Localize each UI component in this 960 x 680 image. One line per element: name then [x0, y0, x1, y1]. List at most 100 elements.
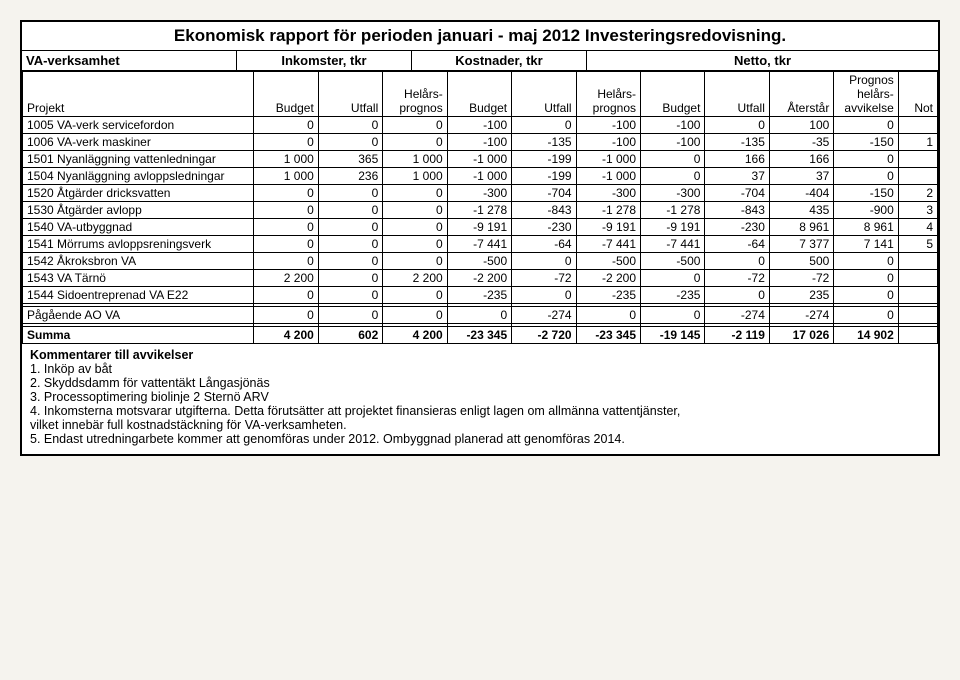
cell: -100: [447, 134, 511, 151]
cell: -704: [705, 185, 769, 202]
cell: 0: [834, 307, 898, 324]
cell: 602: [318, 327, 382, 344]
table-row: 1544 Sidoentreprenad VA E22000-2350-235-…: [23, 287, 938, 304]
cell: 0: [383, 117, 447, 134]
cell: [898, 151, 937, 168]
cell: 0: [834, 270, 898, 287]
cell: -1 278: [447, 202, 511, 219]
cell: -7 441: [576, 236, 640, 253]
cell: -704: [512, 185, 576, 202]
comment-line: 5. Endast utredningarbete kommer att gen…: [30, 432, 930, 446]
cell: -300: [641, 185, 705, 202]
cell: 0: [254, 134, 318, 151]
cell: 0: [254, 236, 318, 253]
cell: 0: [318, 236, 382, 253]
cell: 0: [318, 253, 382, 270]
cell: 166: [769, 151, 833, 168]
cell: 0: [254, 287, 318, 304]
cell: -1 278: [641, 202, 705, 219]
cell: 235: [769, 287, 833, 304]
cell: -1 000: [447, 151, 511, 168]
col-avvikelse: Prognos helårs- avvikelse: [834, 72, 898, 117]
cell: 0: [254, 202, 318, 219]
cell: 0: [318, 117, 382, 134]
table-row: 1542 Åkroksbron VA000-5000-500-50005000: [23, 253, 938, 270]
cell: -100: [576, 134, 640, 151]
cell: -100: [641, 117, 705, 134]
comment-line: 1. Inköp av båt: [30, 362, 930, 376]
cell: -100: [576, 117, 640, 134]
cell: -235: [447, 287, 511, 304]
cell: 1 000: [254, 151, 318, 168]
cell: 0: [512, 253, 576, 270]
cell: 0: [512, 117, 576, 134]
cell: [898, 287, 937, 304]
cell: -9 191: [576, 219, 640, 236]
cell: 0: [576, 307, 640, 324]
cell: 236: [318, 168, 382, 185]
row-label: 1543 VA Tärnö: [23, 270, 254, 287]
table-row: 1541 Mörrums avloppsreningsverk000-7 441…: [23, 236, 938, 253]
cell: -500: [641, 253, 705, 270]
cell: 0: [254, 117, 318, 134]
row-label: 1504 Nyanläggning avloppsledningar: [23, 168, 254, 185]
comments-header: Kommentarer till avvikelser: [30, 348, 930, 362]
row-label: 1520 Åtgärder dricksvatten: [23, 185, 254, 202]
cell: 0: [318, 219, 382, 236]
cell: -235: [576, 287, 640, 304]
col-not: Not: [898, 72, 937, 117]
cell: 2 200: [383, 270, 447, 287]
row-label: 1544 Sidoentreprenad VA E22: [23, 287, 254, 304]
cell: -300: [447, 185, 511, 202]
cell: 500: [769, 253, 833, 270]
cell: -274: [769, 307, 833, 324]
cell: -7 441: [447, 236, 511, 253]
table-row: 1543 VA Tärnö2 20002 200-2 200-72-2 2000…: [23, 270, 938, 287]
cell: 0: [383, 219, 447, 236]
col-budget-3: Budget: [641, 72, 705, 117]
section-va: VA-verksamhet: [22, 51, 237, 70]
cell: -274: [512, 307, 576, 324]
cell: -274: [705, 307, 769, 324]
table-row: 1530 Åtgärder avlopp000-1 278-843-1 278-…: [23, 202, 938, 219]
cell: -1 000: [576, 168, 640, 185]
cell: 0: [254, 253, 318, 270]
cell: 1 000: [254, 168, 318, 185]
cell: -72: [705, 270, 769, 287]
cell: 2 200: [254, 270, 318, 287]
cell: [898, 327, 937, 344]
cell: 0: [318, 307, 382, 324]
cell: 4 200: [254, 327, 318, 344]
cell: -199: [512, 168, 576, 185]
cell: 0: [447, 307, 511, 324]
col-aterstar: Återstår: [769, 72, 833, 117]
col-prognos-1: Helårs- prognos: [383, 72, 447, 117]
table-row: Summa4 2006024 200-23 345-2 720-23 345-1…: [23, 327, 938, 344]
cell: 0: [641, 168, 705, 185]
cell: -72: [512, 270, 576, 287]
cell: 37: [705, 168, 769, 185]
cell: 4 200: [383, 327, 447, 344]
cell: 0: [512, 287, 576, 304]
table-row: Pågående AO VA0000-27400-274-2740: [23, 307, 938, 324]
row-label: 1006 VA-verk maskiner: [23, 134, 254, 151]
cell: 0: [705, 287, 769, 304]
cell: -64: [705, 236, 769, 253]
col-prognos-2: Helårs- prognos: [576, 72, 640, 117]
cell: -150: [834, 134, 898, 151]
cell: 1 000: [383, 151, 447, 168]
cell: [898, 168, 937, 185]
comment-line: 4. Inkomsterna motsvarar utgifterna. Det…: [30, 404, 930, 418]
comment-line: 2. Skyddsdamm för vattentäkt Långasjönäs: [30, 376, 930, 390]
col-budget-2: Budget: [447, 72, 511, 117]
cell: 0: [383, 253, 447, 270]
cell: 0: [318, 134, 382, 151]
cell: -199: [512, 151, 576, 168]
table-row: 1005 VA-verk servicefordon000-1000-100-1…: [23, 117, 938, 134]
cell: 0: [834, 287, 898, 304]
cell: 0: [318, 185, 382, 202]
cell: -1 000: [576, 151, 640, 168]
section-netto: Netto, tkr: [587, 51, 938, 70]
cell: -72: [769, 270, 833, 287]
cell: 0: [383, 202, 447, 219]
